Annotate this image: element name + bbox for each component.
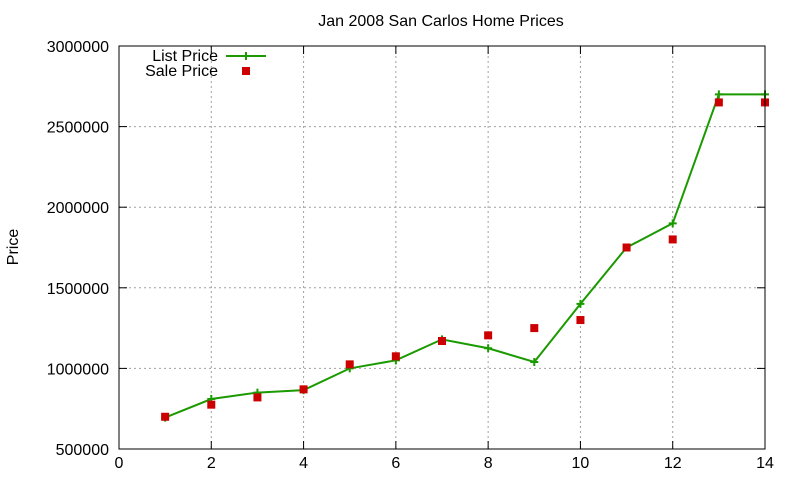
list-price-point (530, 357, 539, 366)
legend-label-sale-price: Sale Price (145, 63, 218, 80)
sale-price-point (207, 400, 216, 409)
list-price-point (668, 219, 677, 228)
x-tick-label: 0 (115, 455, 124, 472)
x-tick-labels: 0 2 4 6 8 10 12 14 (115, 455, 774, 472)
y-axis-label: Price (5, 229, 22, 266)
sale-price-point (714, 98, 723, 107)
y-tick-label: 2500000 (47, 120, 109, 137)
x-tick-label: 10 (572, 455, 590, 472)
y-tick-labels: 500000 1000000 1500000 2000000 2500000 300000… (47, 39, 109, 459)
list-price-point (576, 299, 585, 308)
sale-price-point (484, 331, 493, 340)
sale-price-point (161, 412, 170, 421)
y-tick-label: 3000000 (47, 39, 109, 56)
legend-label-list-price: List Price (152, 48, 218, 65)
plot-border (118, 45, 766, 450)
list-price-line (164, 93, 765, 419)
list-price-point (714, 90, 723, 99)
sale-price-point (622, 243, 631, 252)
x-tick-label: 12 (664, 455, 682, 472)
sale-price-point (576, 316, 585, 325)
list-price-point (484, 344, 493, 353)
x-tick-label: 14 (756, 455, 774, 472)
x-tick-label: 8 (484, 455, 493, 472)
sale-price-point (253, 393, 262, 402)
sale-price-point (391, 352, 400, 361)
legend: List Price Sale Price (145, 48, 266, 80)
y-tick-label: 1000000 (47, 361, 109, 378)
sale-price-point (668, 235, 677, 244)
plot-series (161, 90, 769, 422)
y-tick-label: 1500000 (47, 281, 109, 298)
x-tick-label: 2 (207, 455, 216, 472)
y-tick-label: 500000 (56, 442, 109, 459)
sale-price-point (345, 360, 354, 369)
chart-title: Jan 2008 San Carlos Home Prices (318, 13, 563, 30)
x-tick-label: 4 (299, 455, 308, 472)
sale-price-point (530, 324, 539, 333)
legend-marker-list-price (242, 52, 250, 60)
legend-marker-sale-price (242, 67, 250, 75)
x-tick-label: 6 (391, 455, 400, 472)
sale-price-point (299, 385, 308, 394)
y-tick-label: 2000000 (47, 200, 109, 217)
grid (119, 46, 765, 449)
sale-price-point (438, 336, 446, 345)
